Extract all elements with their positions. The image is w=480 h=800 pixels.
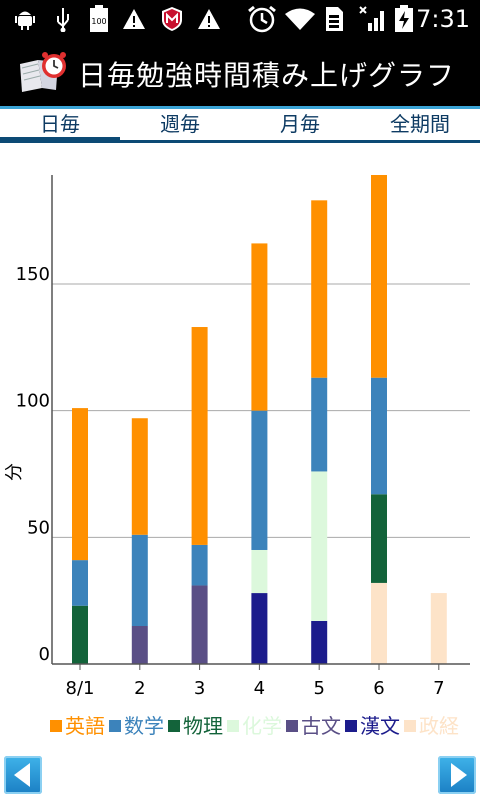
bar-segment <box>371 175 387 378</box>
bar-segment <box>191 544 208 586</box>
legend-label: 英語 <box>65 714 105 738</box>
app-title: 日毎勉強時間積み上げグラフ <box>78 59 456 92</box>
chart-axes: 0 50 100 150 8/1 2 3 4 5 6 7 <box>16 175 470 699</box>
bar-segment <box>251 410 268 550</box>
legend-swatch <box>227 720 239 732</box>
legend-item: 化学 <box>227 714 282 738</box>
legend-label: 物理 <box>183 714 223 738</box>
legend-item: 数学 <box>109 714 164 738</box>
legend-label: 古文 <box>301 714 341 738</box>
period-tabs: 日毎 週毎 月毎 全期間 <box>0 109 480 143</box>
bar-segment <box>371 377 387 495</box>
legend-swatch <box>109 720 121 732</box>
book-alarm-icon <box>18 50 68 94</box>
legend-swatch <box>168 720 180 732</box>
legend-item: 英語 <box>50 714 105 738</box>
wifi-icon <box>283 6 317 32</box>
clock-time: 7:31 <box>416 5 470 33</box>
battery-charging-icon <box>393 5 415 32</box>
bar-segment <box>251 593 268 664</box>
tab-daily[interactable]: 日毎 <box>0 109 120 143</box>
bar-segment <box>191 585 208 664</box>
x-tick-label: 3 <box>194 678 205 699</box>
previous-button[interactable] <box>4 756 42 794</box>
tab-monthly[interactable]: 月毎 <box>280 112 320 136</box>
bar-segment <box>72 408 88 561</box>
warning-icon <box>195 6 223 32</box>
android-debug-icon <box>10 6 40 32</box>
bar-segment <box>131 534 148 626</box>
bar-segment <box>371 582 387 664</box>
signal-icon <box>355 6 389 32</box>
legend-label: 化学 <box>242 714 282 738</box>
tab-all-time[interactable]: 全期間 <box>390 112 450 136</box>
y-tick-label: 100 <box>16 391 50 412</box>
y-tick-label: 50 <box>27 517 50 538</box>
bar-segment <box>430 593 447 664</box>
legend-item: 古文 <box>286 714 341 738</box>
x-tick-label: 8/1 <box>66 678 95 699</box>
bar-segment <box>251 549 268 594</box>
bar-segment <box>311 471 328 621</box>
mcafee-icon <box>158 6 186 32</box>
legend-swatch <box>286 720 298 732</box>
bar-segment <box>371 494 387 583</box>
tab-divider <box>0 140 480 143</box>
stacked-bar-chart: 0 50 100 150 8/1 2 3 4 5 6 7 分 <box>0 150 480 710</box>
app-header: 日毎勉強時間積み上げグラフ <box>0 38 480 106</box>
x-tick-label: 6 <box>373 678 384 699</box>
battery-label: 100 <box>91 17 106 26</box>
header-divider <box>0 106 480 109</box>
legend-label: 数学 <box>124 714 164 738</box>
arrow-right-icon <box>450 763 467 787</box>
arrow-left-icon <box>13 763 30 787</box>
battery-100-icon: 100 <box>88 5 110 32</box>
warning-icon <box>120 6 148 32</box>
legend-swatch <box>404 720 416 732</box>
y-tick-label: 0 <box>39 644 50 665</box>
bar-segment <box>251 243 268 411</box>
legend-swatch <box>345 720 357 732</box>
legend-label: 漢文 <box>360 714 400 738</box>
x-tick-label: 5 <box>313 678 324 699</box>
legend-item: 政経 <box>404 714 459 738</box>
bar-segment <box>131 625 148 664</box>
legend-label: 政経 <box>419 714 459 738</box>
y-tick-label: 150 <box>16 264 50 285</box>
bar-segment <box>131 418 148 535</box>
chart-svg: 0 50 100 150 8/1 2 3 4 5 6 7 分 <box>4 175 470 699</box>
sim-icon <box>322 6 346 32</box>
bar-segment <box>191 327 208 545</box>
bar-segment <box>72 605 88 664</box>
status-bar: 100 7:31 <box>0 0 480 38</box>
legend-item: 物理 <box>168 714 223 738</box>
bar-segment <box>311 377 328 472</box>
legend-item: 漢文 <box>345 714 400 738</box>
next-button[interactable] <box>438 756 476 794</box>
usb-icon <box>50 6 76 32</box>
bar-segment <box>311 620 328 664</box>
chart-bars <box>72 175 447 664</box>
chart-legend: 英語 数学 物理 化学 古文 漢文 政経 <box>50 714 470 738</box>
y-axis-label: 分 <box>4 463 25 481</box>
bar-segment <box>72 560 88 606</box>
x-tick-label: 2 <box>134 678 145 699</box>
alarm-icon <box>246 5 278 33</box>
legend-swatch <box>50 720 62 732</box>
tab-weekly[interactable]: 週毎 <box>160 112 200 136</box>
bar-segment <box>311 200 328 378</box>
x-tick-label: 7 <box>433 678 444 699</box>
x-tick-label: 4 <box>254 678 265 699</box>
